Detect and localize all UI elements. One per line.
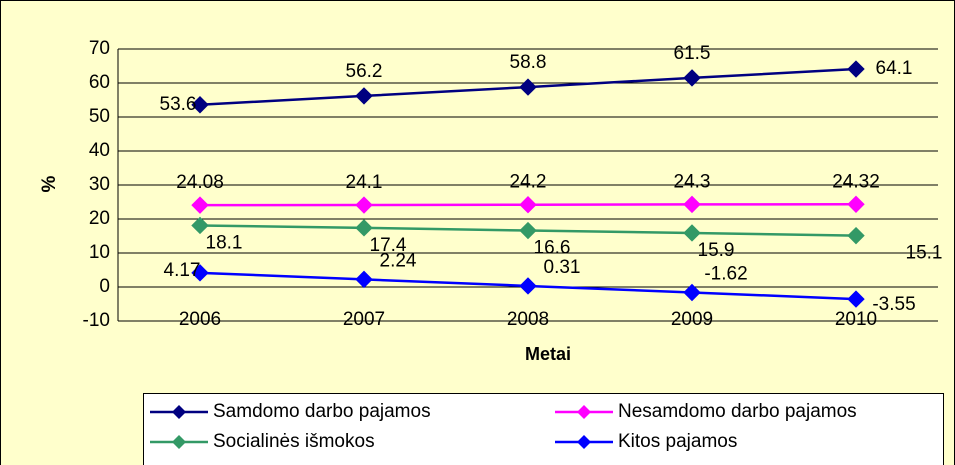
data-label: 18.1: [206, 232, 243, 253]
x-axis-title: Metai: [525, 344, 571, 364]
y-axis-title: %: [39, 175, 60, 192]
data-label: 64.1: [876, 58, 913, 79]
marker: [519, 277, 537, 295]
legend-marker: [172, 435, 186, 449]
y-tick-label: 40: [89, 140, 110, 161]
y-tick-label: -10: [83, 310, 110, 331]
data-label: 16.6: [534, 238, 571, 259]
marker: [355, 270, 373, 289]
data-label: 2.24: [380, 250, 417, 271]
y-tick-label: 0: [99, 276, 110, 297]
legend-label: Kitos pajamos: [618, 431, 737, 452]
marker: [519, 196, 537, 214]
x-tick-label: 2010: [835, 309, 877, 330]
marker: [519, 78, 537, 96]
data-label: -1.62: [704, 264, 747, 285]
marker: [847, 60, 865, 78]
legend-label: Socialinės išmokos: [213, 431, 375, 452]
data-label: 17.4: [370, 235, 407, 256]
marker: [191, 264, 209, 282]
data-label: 0.31: [544, 257, 581, 278]
data-label: 61.5: [674, 43, 711, 64]
data-label: 24.08: [176, 172, 224, 193]
y-tick-label: 10: [89, 242, 110, 263]
marker: [355, 87, 373, 105]
legend-label: Nesamdomo darbo pajamos: [618, 401, 857, 422]
data-label: 56.2: [346, 61, 383, 82]
data-label: 24.3: [674, 171, 711, 192]
legend-marker: [172, 405, 186, 419]
legend-label: Samdomo darbo pajamos: [213, 401, 431, 422]
marker: [847, 226, 865, 245]
legend-marker: [577, 435, 591, 449]
y-tick-label: 30: [89, 174, 110, 195]
x-tick-label: 2009: [671, 309, 713, 330]
marker: [519, 221, 537, 240]
x-tick-label: 2006: [179, 309, 221, 330]
x-tick-label: 2008: [507, 309, 549, 330]
marker: [683, 224, 701, 242]
x-tick-label: 2007: [343, 309, 385, 330]
data-label: 58.8: [510, 52, 547, 73]
marker: [847, 290, 865, 308]
data-label: 24.1: [346, 172, 383, 193]
data-label: 15.9: [698, 240, 735, 261]
y-tick-label: 20: [89, 208, 110, 229]
marker: [191, 96, 209, 114]
marker: [683, 69, 701, 87]
data-label: 24.32: [832, 171, 880, 192]
y-tick-label: 50: [89, 106, 110, 127]
data-label: 4.17: [164, 260, 201, 281]
legend-marker: [577, 405, 591, 419]
y-tick-label: 70: [89, 38, 110, 59]
marker: [847, 195, 865, 214]
marker: [683, 195, 701, 214]
marker: [191, 216, 209, 235]
y-tick-label: 60: [89, 72, 110, 93]
data-label: 53.6: [160, 94, 197, 115]
data-label: -3.55: [872, 294, 915, 315]
data-label: 24.2: [510, 172, 547, 193]
marker: [355, 196, 373, 214]
legend-box: [143, 393, 944, 465]
data-label: 15.1: [906, 243, 943, 264]
marker: [683, 283, 701, 302]
marker: [355, 219, 373, 237]
marker: [191, 196, 209, 214]
